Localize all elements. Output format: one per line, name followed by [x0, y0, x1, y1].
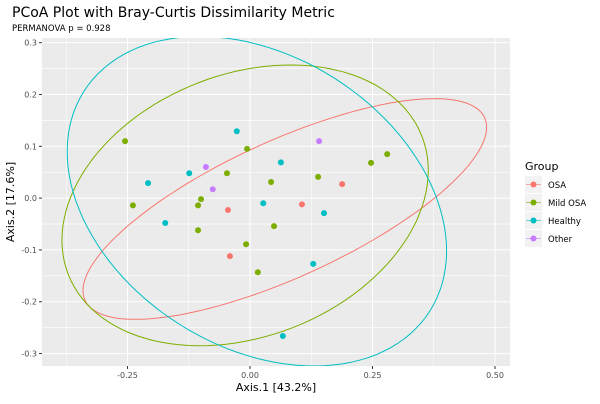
point-mild-osa: [254, 269, 261, 276]
point-mild-osa: [223, 170, 230, 177]
gridlines: [42, 38, 510, 366]
point-mild-osa: [122, 138, 129, 145]
point-healthy: [260, 200, 267, 207]
point-other: [316, 138, 323, 145]
y-tick-label: 0.3: [24, 39, 37, 48]
point-other: [202, 164, 209, 171]
y-axis-label: Axis.2 [17.6%]: [4, 162, 17, 242]
y-tick-label: 0.0: [24, 194, 37, 203]
point-osa: [298, 201, 305, 208]
x-axis-label: Axis.1 [43.2%]: [236, 381, 316, 394]
ellipse-healthy: [66, 38, 448, 366]
x-tick-label: -0.25: [117, 371, 138, 380]
legend: Group OSA Mild OSA Healthy Other: [525, 160, 586, 247]
legend-label: Other: [548, 235, 573, 245]
legend-label: OSA: [548, 181, 566, 191]
point-mild-osa: [384, 151, 391, 158]
point-mild-osa: [195, 227, 202, 234]
y-tick-label: -0.3: [21, 350, 37, 359]
x-axis-ticks: -0.25 0.00 0.25 0.50: [117, 366, 504, 380]
point-osa: [226, 253, 233, 260]
legend-label: Healthy: [548, 217, 581, 227]
point-healthy: [279, 332, 286, 339]
point-healthy: [277, 159, 284, 166]
x-tick-label: 0.25: [364, 371, 382, 380]
plot-panel: [42, 38, 510, 366]
y-tick-label: -0.1: [21, 246, 37, 255]
x-tick-label: 0.50: [486, 371, 504, 380]
chart-title: PCoA Plot with Bray-Curtis Dissimilarity…: [12, 5, 335, 21]
data-points: [122, 128, 391, 339]
point-mild-osa: [195, 202, 202, 209]
ellipse-mild-osa: [61, 64, 429, 347]
y-axis-ticks: 0.3 0.2 0.1 0.0 -0.1 -0.2 -0.3: [21, 39, 42, 359]
chart-subtitle: PERMANOVA p = 0.928: [12, 24, 111, 34]
point-mild-osa: [368, 159, 375, 166]
point-osa: [224, 207, 231, 214]
x-tick-label: 0.00: [241, 371, 259, 380]
point-osa: [339, 181, 346, 188]
point-healthy: [162, 219, 169, 226]
y-tick-label: -0.2: [21, 298, 37, 307]
ellipse-osa: [82, 98, 488, 320]
point-mild-osa: [271, 223, 278, 230]
point-healthy: [186, 170, 193, 177]
y-tick-label: 0.2: [24, 90, 37, 99]
point-mild-osa: [198, 196, 205, 203]
point-healthy: [310, 260, 317, 267]
point-mild-osa: [244, 145, 251, 152]
point-healthy: [233, 128, 240, 135]
point-healthy: [145, 180, 152, 187]
point-mild-osa: [268, 179, 275, 186]
legend-title: Group: [525, 160, 559, 173]
point-mild-osa: [315, 173, 322, 180]
point-healthy: [320, 210, 327, 217]
point-mild-osa: [129, 202, 136, 209]
legend-label: Mild OSA: [548, 199, 586, 209]
y-tick-label: 0.1: [24, 142, 37, 151]
confidence-ellipses: [61, 38, 488, 366]
point-other: [209, 186, 216, 193]
point-mild-osa: [243, 241, 250, 248]
